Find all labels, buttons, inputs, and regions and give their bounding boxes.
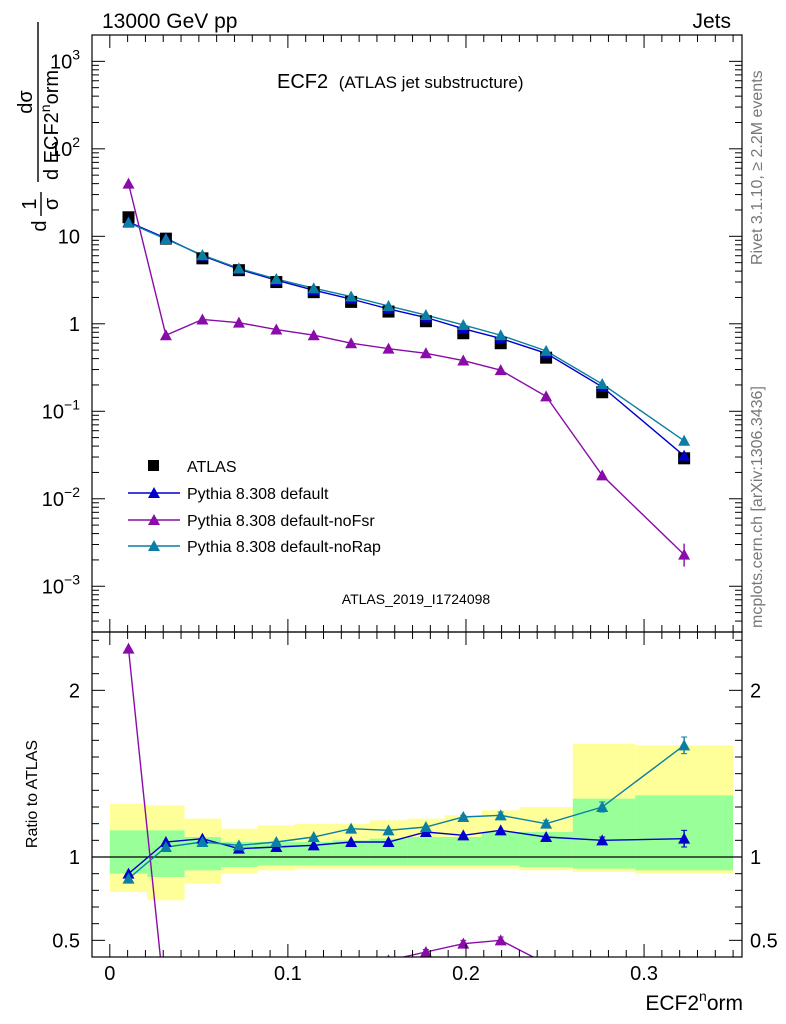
ratio-band-inner (407, 837, 444, 865)
ratio-y-tick-label-right: 2 (750, 680, 761, 702)
legend-label-norap: Pythia 8.308 default-noRap (187, 539, 381, 556)
main-y-tick-label: 10−3 (42, 571, 80, 598)
ratio-point-noFsr (540, 958, 552, 969)
header-process: 13000 GeV pp (102, 10, 237, 33)
ratio-y-tick-label-right: 0.5 (750, 930, 778, 952)
main-series-markers (123, 178, 691, 567)
ratio-point-noFsr (123, 643, 135, 654)
y-label-decf2-tail: orm (41, 70, 63, 104)
ratio-x-tick-label: 0.2 (452, 963, 480, 985)
x-axis-label-tail: orm (707, 992, 743, 1015)
ratio-y-tick-label-left: 1 (69, 847, 80, 869)
rivet-label: Rivet 3.1.10, ≥ 2.2M events (749, 70, 766, 265)
legend-label-atlas: ATLAS (187, 459, 237, 476)
y-label-sigma: σ (41, 197, 63, 210)
series-point-noFsr (160, 329, 172, 340)
y-label-dsigma: dσ (15, 90, 37, 114)
main-y-tick-base: 10 (42, 576, 64, 598)
legend-label-default: Pythia 8.308 default (187, 486, 329, 503)
figure: 13000 GeV pp Jets Rivet 3.1.10, ≥ 2.2M e… (0, 0, 786, 1024)
plot-title: ECF2 (ATLAS jet substructure) (277, 71, 524, 93)
x-axis-label-main: ECF2 (645, 992, 699, 1015)
y-label-decf2: d ECF2norm (37, 70, 63, 180)
series-line-noRap (129, 223, 685, 441)
x-axis-label-sup: n (699, 988, 707, 1004)
ratio-point-noFsr (345, 961, 357, 972)
main-y-tick-label: 10 (58, 226, 80, 248)
main-y-tick-exponent: 2 (72, 134, 80, 150)
legend-entry-nofsr: Pythia 8.308 default-noFsr (128, 513, 375, 530)
main-y-tick-label: 103 (50, 46, 80, 73)
ratio-y-tick-label-left: 0.5 (52, 930, 80, 952)
ratio-x-tick-label: 0.1 (274, 963, 302, 985)
series-point-noFsr (123, 178, 135, 189)
main-y-tick-exponent: −2 (64, 484, 80, 500)
series-point-noRap (540, 345, 552, 356)
legend-entry-default: Pythia 8.308 default (128, 486, 329, 503)
ratio-x-tick-label: 0 (104, 963, 115, 985)
y-label-one: 1 (19, 198, 41, 209)
plot-title-sub: (ATLAS jet substructure) (339, 73, 524, 92)
main-y-tick-exponent: −1 (64, 396, 80, 412)
series-point-noFsr (540, 390, 552, 401)
y-label-decf2-main: d ECF2 (41, 112, 63, 180)
series-point-noFsr (596, 469, 608, 480)
mcplots-label: mcplots.cern.ch [arXiv:1306.3436] (749, 386, 766, 628)
legend-entry-norap: Pythia 8.308 default-noRap (128, 539, 381, 556)
analysis-id: ATLAS_2019_I1724098 (342, 591, 491, 607)
x-axis-label: ECF2norm (645, 988, 743, 1015)
ratio-y-tick-label-left: 2 (69, 680, 80, 702)
ratio-point-noFsr (495, 934, 507, 945)
ratio-x-tick-label: 0.3 (630, 963, 658, 985)
y-label-decf2-sup: n (37, 104, 53, 112)
series-line-default (129, 222, 685, 456)
ratio-series-markers (123, 643, 691, 972)
series-point-noRap (678, 435, 690, 446)
legend-label-nofsr: Pythia 8.308 default-noFsr (187, 513, 375, 530)
header-jets: Jets (692, 10, 731, 33)
main-y-tick-label: 10−2 (42, 484, 80, 511)
y-label-d: d (29, 220, 51, 231)
ratio-band-inner (445, 837, 482, 865)
main-y-tick-exponent: −3 (64, 571, 80, 587)
main-y-tick-base: 10 (42, 489, 64, 511)
ratio-y-axis-label: Ratio to ATLAS (24, 740, 41, 848)
main-y-tick-label: 10−1 (42, 396, 80, 423)
main-panel: 10−310−210−1110102103 ECF2 (ATLAS jet su… (15, 22, 742, 632)
ratio-y-tick-label-right: 1 (750, 847, 761, 869)
ratio-uncertainty-bands (110, 744, 733, 901)
ratio-point-noRap (678, 739, 690, 750)
legend-entry-atlas: ATLAS (148, 459, 237, 476)
ratio-point-noFsr (383, 954, 395, 965)
ratio-panel: 0.5 0.5 1 1 2 2 0 0.1 0.2 0.3 Ratio to ATLAS ECF… (24, 632, 778, 1015)
ratio-x-tick-labels: 0 0.1 0.2 0.3 (104, 963, 658, 985)
legend-marker-atlas (148, 460, 159, 471)
ratio-band-inner (482, 832, 519, 865)
main-y-tick-base: 10 (42, 401, 64, 423)
plot-title-main: ECF2 (277, 71, 328, 93)
series-point-noFsr (196, 313, 208, 324)
main-y-tick-exponent: 3 (72, 46, 80, 62)
series-point-noRap (596, 378, 608, 389)
legend: ATLAS Pythia 8.308 default Pythia 8.308 … (128, 459, 381, 556)
main-y-tick-label: 1 (69, 314, 80, 336)
